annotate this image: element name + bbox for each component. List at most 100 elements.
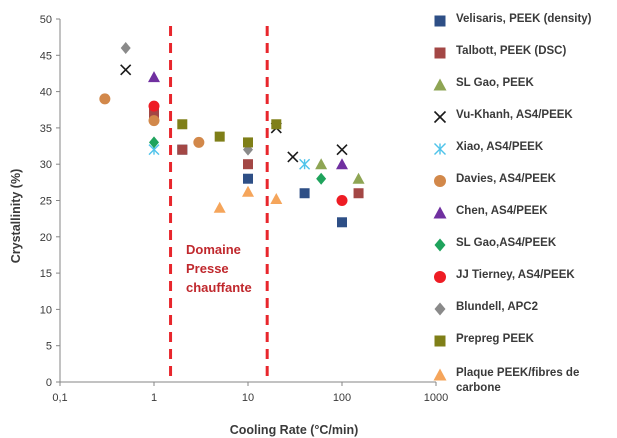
- y-tick-label: 0: [46, 377, 52, 389]
- y-tick-label: 5: [46, 341, 52, 353]
- data-point: [336, 158, 348, 170]
- legend-item: JJ Tierney, AS4/PEEK: [432, 268, 606, 285]
- data-point: [148, 71, 160, 83]
- legend-marker-shape: [433, 110, 447, 124]
- legend-marker-shape: [434, 302, 446, 316]
- legend-item: Vu-Khanh, AS4/PEEK: [432, 108, 606, 125]
- data-point: [148, 115, 160, 127]
- axes: 0 5 10 15 20 25 30 35 40 45 50 0,1 1 10 100 1000: [40, 14, 448, 404]
- legend-marker: [433, 206, 447, 219]
- data-point: [120, 64, 132, 76]
- legend-marker: [434, 175, 446, 187]
- legend-label: Vu-Khanh, AS4/PEEK: [456, 109, 573, 121]
- legend-item: SL Gao,AS4/PEEK: [432, 236, 606, 253]
- x-axis-label: Cooling Rate (°C/min): [230, 423, 359, 437]
- data-point: [315, 158, 328, 170]
- annotation-line: chauffante: [186, 280, 252, 295]
- x-tick-label: 1: [151, 392, 157, 404]
- legend-marker-shape: [433, 206, 447, 219]
- y-tick-label: 25: [40, 196, 52, 208]
- legend-label: Talbott, PEEK (DSC): [456, 45, 567, 57]
- legend-label: SL Gao,AS4/PEEK: [456, 237, 557, 249]
- legend-marker-shape: [434, 271, 446, 283]
- legend-marker: [434, 143, 446, 155]
- legend-label: Plaque PEEK/fibres de carbone: [456, 367, 580, 394]
- legend-marker: [434, 302, 446, 316]
- legend-marker-shape: [434, 15, 446, 27]
- data-point: [299, 188, 310, 199]
- legend-label: Blundell, APC2: [456, 301, 538, 313]
- data-point: [214, 131, 225, 142]
- data-point: [148, 100, 160, 112]
- annotation-domaine-presse: Domaine Presse chauffante: [186, 240, 252, 297]
- legend-marker: [434, 271, 446, 283]
- legend-item: SL Gao, PEEK: [432, 76, 606, 93]
- y-tick-label: 20: [40, 232, 52, 244]
- legend-label: JJ Tierney, AS4/PEEK: [456, 269, 575, 281]
- data-point: [193, 136, 205, 148]
- data-point: [336, 144, 348, 156]
- legend-marker-shape: [434, 238, 446, 252]
- data-point: [120, 42, 131, 55]
- y-tick-label: 50: [40, 14, 52, 26]
- legend-marker-shape: [434, 175, 446, 187]
- legend-item: Xiao, AS4/PEEK: [432, 140, 606, 157]
- data-point: [177, 119, 188, 130]
- legend-label: Chen, AS4/PEEK: [456, 205, 548, 217]
- y-tick-label: 35: [40, 123, 52, 135]
- legend-marker-shape: [433, 368, 447, 381]
- legend-marker: [434, 335, 446, 347]
- legend-item: Velisaris, PEEK (density): [432, 12, 606, 29]
- legend-item: Blundell, APC2: [432, 300, 606, 317]
- data-point: [243, 173, 253, 184]
- legend-marker-shape: [434, 335, 446, 347]
- data-point: [213, 201, 226, 213]
- y-tick-label: 30: [40, 159, 52, 171]
- x-tick-label: 1000: [424, 392, 448, 404]
- data-point: [270, 193, 283, 205]
- data-point: [149, 136, 159, 149]
- annotation-line: Presse: [186, 261, 229, 276]
- y-axis-label: Crystallinity (%): [9, 169, 23, 263]
- legend-marker: [434, 238, 446, 252]
- data-point: [299, 158, 311, 170]
- legend-marker-shape: [434, 47, 446, 59]
- data-point: [352, 172, 365, 184]
- data-point: [271, 119, 282, 130]
- legend-label: Davies, AS4/PEEK: [456, 173, 556, 185]
- reference-lines: [169, 26, 269, 382]
- x-tick-label: 0,1: [52, 392, 67, 404]
- data-point: [149, 108, 159, 119]
- legend-marker: [434, 47, 446, 59]
- data-point: [287, 151, 299, 163]
- legend-label: Xiao, AS4/PEEK: [456, 141, 544, 153]
- legend-marker-shape: [433, 78, 447, 91]
- x-tick-label: 10: [242, 392, 254, 404]
- legend-item: Davies, AS4/PEEK: [432, 172, 606, 189]
- legend-marker-shape: [434, 143, 446, 155]
- legend-item: Talbott, PEEK (DSC): [432, 44, 606, 61]
- legend-marker: [433, 368, 447, 381]
- legend-marker: [433, 110, 447, 124]
- data-point: [336, 195, 348, 206]
- y-tick-label: 40: [40, 87, 52, 99]
- legend: Velisaris, PEEK (density) Talbott, PEEK (…: [432, 0, 617, 438]
- legend-item: Chen, AS4/PEEK: [432, 204, 606, 221]
- data-point: [177, 144, 188, 155]
- y-tick-label: 45: [40, 50, 52, 62]
- data-point: [242, 185, 254, 197]
- data-point: [316, 172, 327, 185]
- annotation-line: Domaine: [186, 242, 241, 257]
- y-tick-label: 10: [40, 304, 52, 316]
- data-point: [337, 217, 347, 228]
- data-point: [243, 159, 253, 170]
- legend-item: Plaque PEEK/fibres de carbone: [432, 366, 606, 396]
- data-point: [353, 188, 364, 199]
- data-points: [99, 42, 365, 228]
- legend-marker: [434, 15, 446, 27]
- data-point: [99, 93, 111, 105]
- legend-marker: [433, 78, 447, 91]
- legend-label: Prepreg PEEK: [456, 333, 534, 345]
- data-point: [243, 137, 253, 148]
